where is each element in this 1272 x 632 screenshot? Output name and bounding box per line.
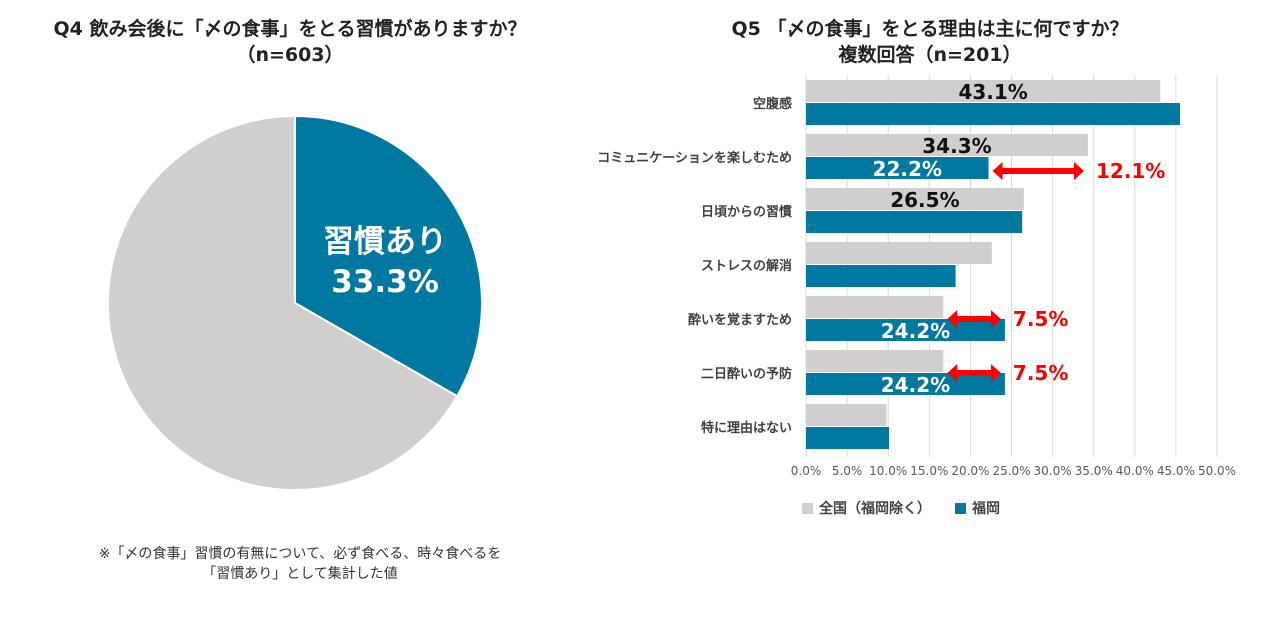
category-label: 二日酔いの予防	[701, 366, 792, 382]
data-label: 26.5%	[890, 188, 959, 212]
bar-fukuoka	[806, 265, 956, 287]
bar-national	[806, 296, 944, 318]
bar-fukuoka	[806, 427, 890, 449]
pie-slice-label: 習慣あり 33.3%	[290, 222, 480, 302]
difference-label: 12.1%	[1096, 159, 1165, 183]
x-tick-label: 40.0%	[1116, 464, 1154, 478]
pie-svg	[107, 114, 483, 491]
x-tick-label: 15.0%	[910, 464, 948, 478]
pie-slice-habit-no	[107, 114, 459, 491]
x-tick-label: 30.0%	[1034, 464, 1072, 478]
q4-note-line2: 「習慣あり」として集計した値	[202, 566, 398, 582]
bar-national	[806, 242, 992, 264]
legend-label-national: 全国（福岡除く）	[819, 501, 931, 517]
difference-arrow-shape	[947, 364, 1001, 382]
chart-legend: 全国（福岡除く） 福岡	[802, 498, 1024, 518]
q5-title-line2: 複数回答（n=201）	[838, 44, 1022, 66]
bar-national	[806, 350, 944, 372]
difference-arrow: 7.5%	[947, 361, 1068, 385]
q5-title-line1: Q5 「〆の食事」をとる理由は主に何ですか？	[731, 18, 1129, 40]
legend-swatch-fukuoka	[955, 502, 966, 514]
x-tick-label: 10.0%	[869, 464, 907, 478]
bar-fukuoka	[806, 103, 1181, 125]
pie-label-value: 33.3%	[331, 264, 439, 300]
q4-title-line2: （n=603）	[236, 44, 344, 66]
x-tick-label: 20.0%	[951, 464, 989, 478]
bar-national	[806, 80, 1161, 102]
category-label: ストレスの解消	[701, 258, 792, 274]
bar-national	[806, 404, 887, 426]
legend-label-fukuoka: 福岡	[972, 501, 1000, 517]
q4-note-line1: ※「〆の食事」習慣の有無について、必ず食べる、時々食べるを	[98, 546, 502, 562]
difference-label: 7.5%	[1013, 361, 1068, 385]
pie-label-name: 習慣あり	[323, 224, 447, 260]
data-label: 22.2%	[873, 157, 942, 181]
bar-fukuoka	[806, 211, 1023, 233]
legend-item-fukuoka: 福岡	[955, 498, 1000, 518]
difference-arrow-shape	[992, 162, 1084, 180]
data-label: 24.2%	[881, 373, 950, 397]
data-label: 24.2%	[881, 319, 950, 343]
q4-title: Q4 飲み会後に「〆の食事」をとる習慣がありますか？ （n=603）	[0, 16, 580, 68]
x-tick-label: 5.0%	[832, 464, 863, 478]
data-label: 43.1%	[958, 80, 1027, 104]
category-label: 日頃からの習慣	[701, 204, 792, 220]
q4-title-line1: Q4 飲み会後に「〆の食事」をとる習慣がありますか？	[53, 18, 527, 40]
difference-arrow: 7.5%	[947, 307, 1068, 331]
pie-slice-habit-yes	[294, 114, 483, 398]
bar-national	[806, 188, 1024, 210]
difference-label: 7.5%	[1013, 307, 1068, 331]
category-label: 空腹感	[753, 96, 792, 112]
category-label: 酔いを覚ますため	[688, 312, 792, 328]
x-tick-label: 50.0%	[1198, 464, 1236, 478]
x-tick-label: 0.0%	[791, 464, 822, 478]
x-tick-label: 25.0%	[992, 464, 1030, 478]
legend-item-national: 全国（福岡除く）	[802, 498, 931, 518]
q5-bar-chart: 0.0% 5.0% 10.0% 15.0% 20.0% 25.0% 30.0% 35.0% 40…	[597, 75, 1236, 478]
data-label: 34.3%	[922, 134, 991, 158]
q5-title: Q5 「〆の食事」をとる理由は主に何ですか？ 複数回答（n=201）	[620, 16, 1240, 68]
bar-national	[806, 134, 1088, 156]
difference-arrow: 12.1%	[992, 159, 1165, 183]
bar-fukuoka	[806, 157, 989, 179]
difference-arrow-shape	[947, 310, 1001, 328]
q4-pie-chart	[100, 108, 490, 498]
category-label: 特に理由はない	[701, 420, 792, 436]
x-tick-label: 45.0%	[1157, 464, 1195, 478]
q4-note: ※「〆の食事」習慣の有無について、必ず食べる、時々食べるを 「習慣あり」として集…	[40, 544, 560, 584]
x-tick-label: 35.0%	[1075, 464, 1113, 478]
legend-swatch-national	[802, 502, 813, 514]
category-label: コミュニケーションを楽しむため	[597, 150, 792, 166]
